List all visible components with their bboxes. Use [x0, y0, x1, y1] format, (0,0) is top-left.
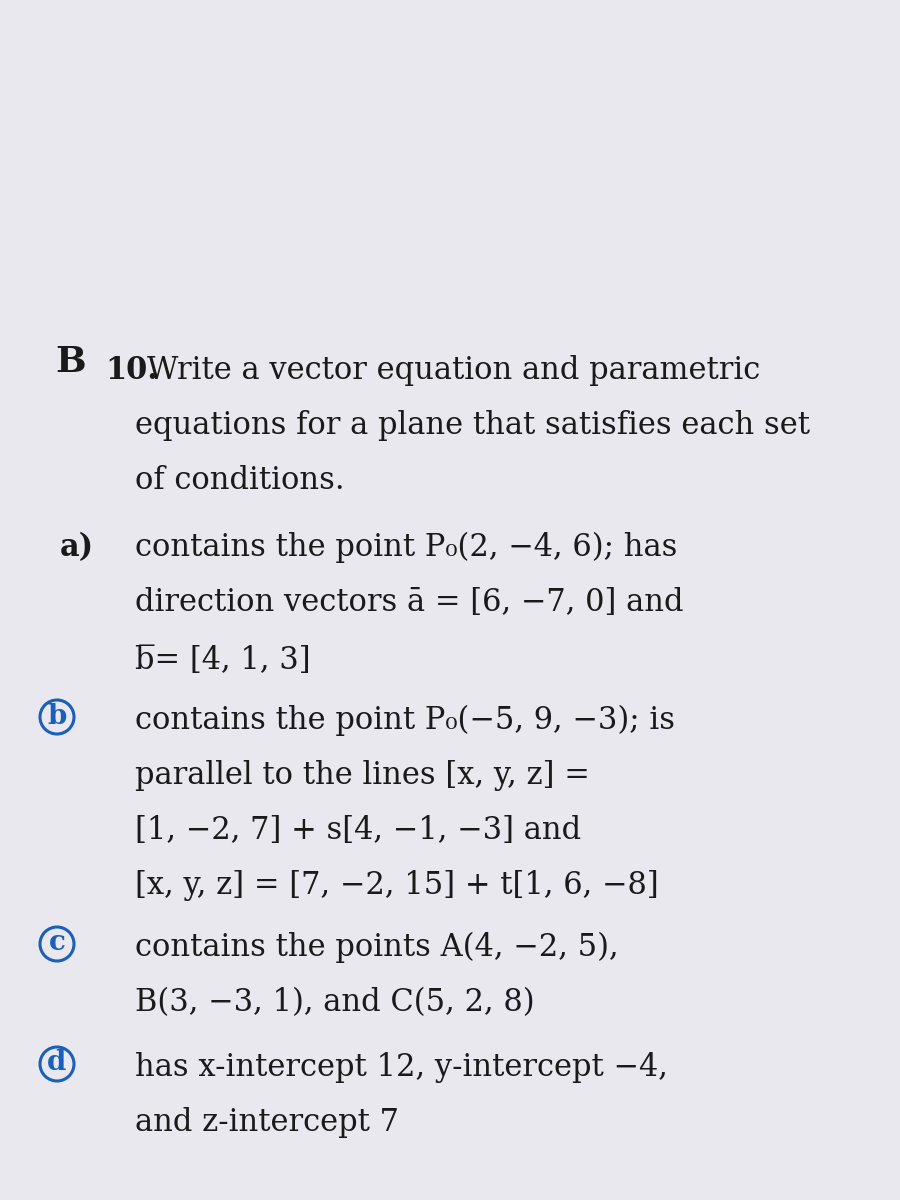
Text: a): a) [60, 532, 94, 563]
Text: has x-intercept 12, y-intercept −4,: has x-intercept 12, y-intercept −4, [135, 1052, 668, 1082]
Text: B(3, −3, 1), and C(5, 2, 8): B(3, −3, 1), and C(5, 2, 8) [135, 986, 535, 1018]
Text: contains the points A(4, −2, 5),: contains the points A(4, −2, 5), [135, 932, 618, 964]
Text: Write a vector equation and parametric: Write a vector equation and parametric [147, 355, 760, 386]
Text: contains the point P₀(2, −4, 6); has: contains the point P₀(2, −4, 6); has [135, 532, 678, 563]
Text: [1, −2, 7] + s[4, −1, −3] and: [1, −2, 7] + s[4, −1, −3] and [135, 815, 581, 846]
Text: b: b [48, 702, 67, 730]
Text: d: d [48, 1050, 67, 1076]
Text: and z-intercept 7: and z-intercept 7 [135, 1106, 399, 1138]
Text: B: B [55, 346, 86, 379]
Text: parallel to the lines [x, y, z] =: parallel to the lines [x, y, z] = [135, 760, 590, 791]
Text: equations for a plane that satisfies each set: equations for a plane that satisfies eac… [135, 410, 810, 440]
Text: b̅= [4, 1, 3]: b̅= [4, 1, 3] [135, 646, 310, 676]
Text: direction vectors ā = [6, −7, 0] and: direction vectors ā = [6, −7, 0] and [135, 587, 683, 618]
Text: of conditions.: of conditions. [135, 464, 345, 496]
Text: c: c [49, 930, 66, 956]
Text: contains the point P₀(−5, 9, −3); is: contains the point P₀(−5, 9, −3); is [135, 704, 675, 737]
Text: [x, y, z] = [7, −2, 15] + t[1, 6, −8]: [x, y, z] = [7, −2, 15] + t[1, 6, −8] [135, 870, 659, 901]
Text: 10.: 10. [105, 355, 158, 386]
